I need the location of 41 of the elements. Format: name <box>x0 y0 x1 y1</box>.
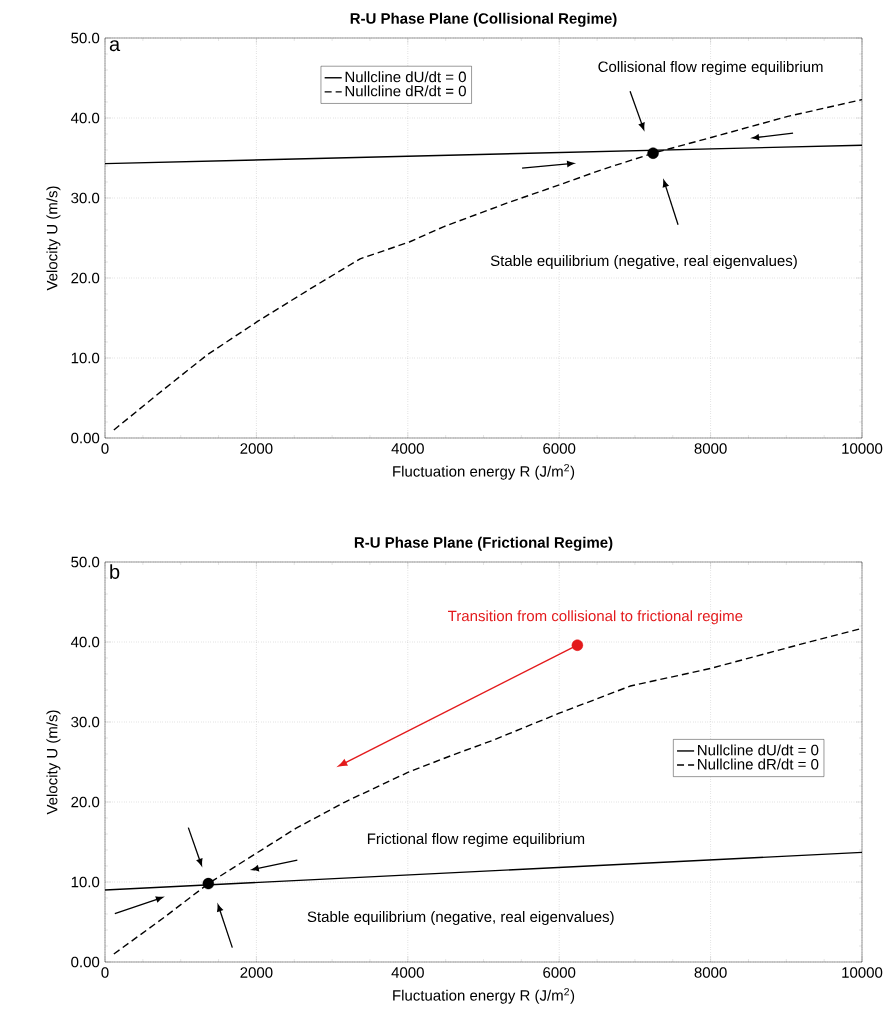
annotation: b <box>110 564 120 579</box>
x-tick-label: 0 <box>101 967 109 978</box>
y-tick-label: 50.0 <box>71 32 100 44</box>
legend-label: Nullcline dU/dt = 0 <box>345 71 466 83</box>
annotation: Stable equilibrium (negative, real eigenvalues) <box>490 255 797 269</box>
x-axis-title: Fluctuation energy R (J/m$^{2}$) <box>393 464 575 480</box>
annotation: a <box>109 40 121 52</box>
y-tick-label: 40.0 <box>70 112 100 124</box>
y-axis-title: Velocity U (m/s) <box>46 186 61 291</box>
x-tick-label: 2000 <box>240 443 273 454</box>
y-tick-label: 0.00 <box>71 956 100 968</box>
x-tick-label: 8000 <box>694 443 727 454</box>
annotation: Stable equilibrium (negative, real eigenvalues) <box>307 911 614 925</box>
chart-title: R-U Phase Plane (Collisional Regime) <box>350 12 617 27</box>
y-tick-label: 10.0 <box>71 352 100 364</box>
legend-label: Nullcline dR/dt = 0 <box>698 758 819 770</box>
legend-label: Nullcline dU/dt = 0 <box>698 744 819 756</box>
x-tick-label: 4000 <box>391 443 424 454</box>
y-tick-label: 0.00 <box>71 432 100 444</box>
y-tick-label: 40.0 <box>70 636 100 648</box>
x-tick-label: 8000 <box>694 967 727 978</box>
annotation: Transition from collisional to frictional regime <box>448 610 743 625</box>
y-tick-label: 50.0 <box>71 556 100 568</box>
x-tick-label: 0 <box>101 443 109 454</box>
annotation: Collisional flow regime equilibrium <box>598 61 823 75</box>
y-tick-label: 20.0 <box>71 796 100 808</box>
legend-label: Nullcline dR/dt = 0 <box>345 85 466 97</box>
annotation: Frictional flow regime equilibrium <box>367 833 585 847</box>
x-tick-label: 4000 <box>391 967 424 978</box>
x-axis-title: Fluctuation energy R (J/m$^{2}$) <box>393 988 575 1004</box>
y-tick-label: 20.0 <box>71 272 100 284</box>
x-tick-label: 10000 <box>842 443 883 454</box>
y-tick-label: 30.0 <box>71 716 100 728</box>
x-tick-label: 10000 <box>842 967 883 978</box>
y-tick-label: 30.0 <box>71 192 100 204</box>
x-tick-label: 2000 <box>240 967 273 978</box>
x-tick-label: 6000 <box>543 967 576 978</box>
chart-title: R-U Phase Plane (Frictional Regime) <box>354 536 613 551</box>
y-axis-title: Velocity U (m/s) <box>46 710 61 815</box>
x-tick-label: 6000 <box>543 443 576 454</box>
y-tick-label: 10.0 <box>71 876 100 888</box>
